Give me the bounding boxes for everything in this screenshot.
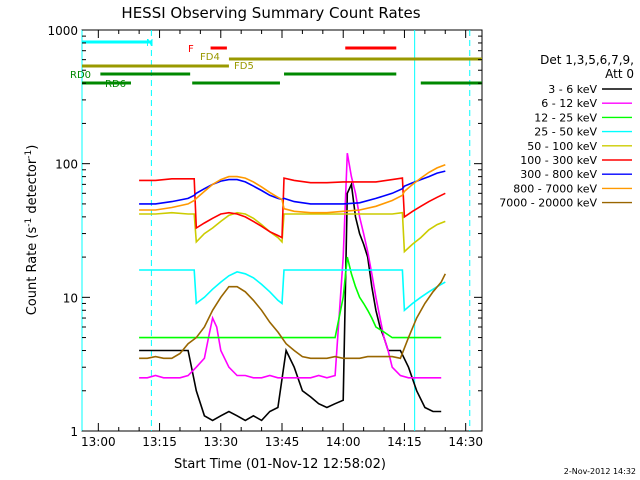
y-axis-label-sup-2: -1 (24, 150, 34, 159)
x-tick-label-2: 13:30 (203, 435, 238, 449)
flag-label-fd4: FD4 (200, 52, 220, 63)
series-line-8 (139, 273, 447, 360)
y-axis-label-sup-1: -1 (24, 218, 34, 227)
legend-title: Det 1,3,5,6,7,9, (540, 53, 634, 67)
flag-label-n: N (146, 38, 153, 49)
legend-subtitle: Att 0 (605, 67, 634, 81)
legend-label-8: 7000 - 20000 keV (499, 197, 597, 210)
night-boundaries (81, 30, 471, 431)
series-layer (139, 152, 447, 422)
y-axis-label: Count Rate (s-1 detector-1) (24, 145, 40, 316)
x-tick-label-4: 14:00 (326, 435, 361, 449)
flag-bars: N F FD4 FD5 RD0 RD6 (70, 38, 482, 90)
y-axis-label-part-1: Count Rate (s (25, 227, 40, 316)
timestamp: 2-Nov-2012 14:32 (564, 467, 636, 476)
flag-label-fd5: FD5 (234, 61, 254, 72)
series-line-0 (139, 181, 442, 422)
chart-title: HESSI Observing Summary Count Rates (121, 4, 420, 22)
legend-label-1: 6 - 12 keV (541, 97, 597, 110)
legend-label-5: 100 - 300 keV (520, 154, 597, 167)
legend-label-4: 50 - 100 keV (527, 140, 597, 153)
x-axis: 13:00 13:15 13:30 13:45 14:00 14:15 14:30 (81, 30, 483, 449)
y-axis: 1 10 100 1000 (47, 24, 482, 439)
x-axis-label: Start Time (01-Nov-12 12:58:02) (174, 457, 386, 472)
flag-label-rd6: RD6 (105, 79, 126, 90)
series-line-7 (139, 164, 446, 214)
y-axis-label-part-3: ) (25, 145, 40, 150)
y-tick-label-0: 1 (70, 425, 78, 439)
x-tick-label-3: 13:45 (265, 435, 300, 449)
series-line-3 (139, 269, 446, 312)
series-line-6 (139, 170, 446, 205)
series-line-1 (139, 152, 442, 379)
legend-label-3: 25 - 50 keV (534, 126, 597, 139)
series-line-2 (139, 256, 442, 339)
legend-label-0: 3 - 6 keV (548, 83, 597, 96)
flag-label-rd0: RD0 (70, 70, 91, 81)
x-tick-label-0: 13:00 (81, 435, 116, 449)
legend-label-2: 12 - 25 keV (534, 111, 597, 124)
flag-label-f: F (188, 44, 194, 55)
x-tick-label-6: 14:30 (448, 435, 483, 449)
y-tick-label-3: 1000 (47, 24, 78, 38)
legend-label-6: 300 - 800 keV (520, 168, 597, 181)
y-tick-label-2: 100 (55, 158, 78, 172)
series-line-5 (139, 177, 446, 239)
x-tick-label-5: 14:15 (387, 435, 422, 449)
series-line-4 (139, 211, 446, 254)
x-tick-label-1: 13:15 (142, 435, 177, 449)
legend-label-7: 800 - 7000 keV (513, 182, 597, 195)
y-axis-label-part-2: detector (25, 158, 40, 218)
y-tick-label-1: 10 (63, 291, 78, 305)
